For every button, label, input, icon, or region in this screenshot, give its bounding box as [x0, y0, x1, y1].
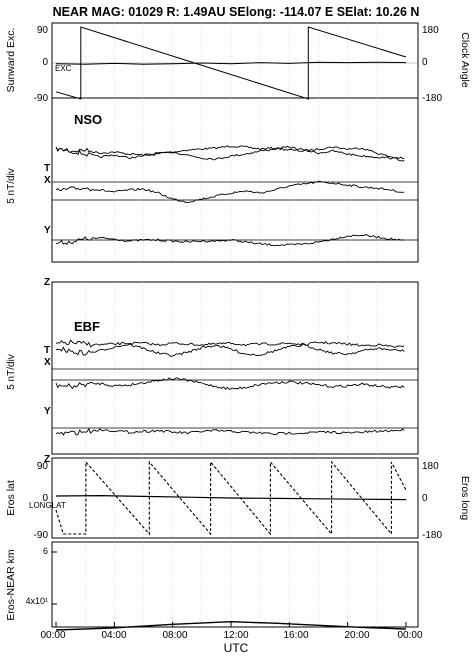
- sunward-exc-line: [55, 61, 407, 65]
- clock-angle-ylabel: Clock Angle: [459, 32, 471, 88]
- x-tick-label: 00:00: [397, 630, 422, 641]
- x-tick-label: 04:00: [101, 630, 126, 641]
- clock-angle-tick-label: -180: [422, 93, 442, 104]
- eros-near-distance-line: [55, 620, 407, 631]
- series-layer: [55, 26, 407, 631]
- exc-annotation: EXC: [55, 64, 72, 73]
- ebf-ylabel: 5 nT/div: [6, 354, 17, 390]
- clock-angle-tick-label: 0: [422, 57, 428, 68]
- nso-z-trace: [55, 233, 405, 247]
- nso-z-label: Z: [44, 277, 50, 288]
- clock-angle-tick-label: 180: [422, 25, 439, 36]
- sunward-panel-frame: [51, 22, 419, 99]
- x-tick-label: 12:00: [223, 630, 248, 641]
- nso-y-trace: [55, 180, 405, 204]
- eros-long-tick-label: -180: [422, 530, 442, 541]
- sunward-ylabel: Sunward Exc.: [5, 28, 17, 93]
- eros-lat-tick-label: 0: [42, 493, 48, 504]
- eros-lat-ylabel: Eros lat: [5, 480, 17, 516]
- nso-title: NSO: [74, 112, 102, 127]
- eros-long-tick-label: 180: [422, 461, 439, 472]
- ebf-z-label: Z: [44, 454, 50, 465]
- x-tick-label: 00:00: [40, 630, 65, 641]
- distance-tick-label: 4x10¹: [25, 596, 48, 606]
- nso-x-label: X: [44, 175, 51, 186]
- ebf-y-label: Y: [44, 406, 51, 417]
- figure-title: NEAR MAG: 01029 R: 1.49AU SElong: -114.0…: [53, 5, 420, 19]
- x-tick-label: 20:00: [344, 630, 369, 641]
- eros-long-ylabel: Eros long: [459, 476, 471, 521]
- nso-ylabel: 5 nT/div: [6, 168, 17, 204]
- eros-lat-tick-label: 90: [37, 461, 49, 472]
- tick-layer: [52, 551, 407, 627]
- longlat-annotation: LONGLAT: [29, 501, 66, 510]
- sunward-tick-label: 0: [42, 57, 48, 68]
- eros-position-panel-frame: [51, 457, 419, 539]
- grid-layer: [52, 23, 418, 627]
- eros-lat-tick-label: -90: [34, 530, 49, 541]
- nso-t-trace: [55, 145, 405, 160]
- sunward-tick-label: -90: [34, 93, 49, 104]
- x-tick-label: 16:00: [283, 630, 308, 641]
- ebf-z-trace: [55, 427, 405, 436]
- nso-t-label: T: [44, 163, 50, 174]
- eros-near-km-ylabel: Eros-NEAR km: [5, 549, 17, 620]
- eros-lat-line: [55, 494, 407, 501]
- sunward-tick-label: 90: [37, 25, 49, 36]
- ebf-x-trace: [55, 343, 405, 358]
- nso-panel-frame: [51, 97, 419, 263]
- ebf-t-label: T: [44, 345, 50, 356]
- eros-long-tick-label: 0: [422, 493, 428, 504]
- nso-y-label: Y: [44, 225, 51, 236]
- x-tick-label: 08:00: [162, 630, 187, 641]
- x-axis-label: UTC: [224, 641, 249, 655]
- ebf-x-label: X: [44, 357, 51, 368]
- ebf-panel-frame: [51, 281, 419, 455]
- ebf-y-trace: [55, 377, 405, 390]
- eros-long-line: [55, 460, 407, 536]
- ebf-title: EBF: [74, 319, 100, 334]
- nso-x-trace: [55, 145, 405, 162]
- ebf-t-trace: [55, 339, 405, 348]
- distance-tick-label: 6: [43, 546, 48, 556]
- distance-panel-frame: [51, 541, 419, 628]
